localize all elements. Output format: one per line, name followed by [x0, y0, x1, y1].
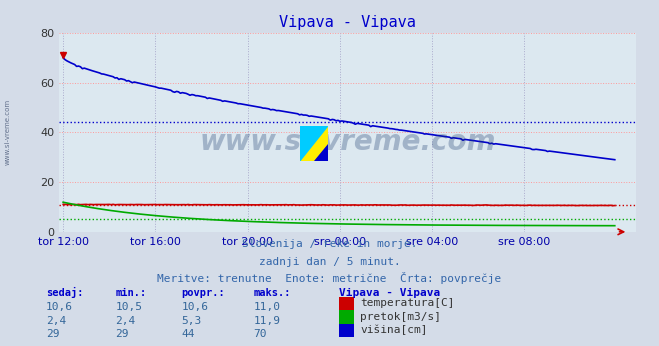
Text: povpr.:: povpr.:: [181, 288, 225, 298]
Text: Slovenija / reke in morje.: Slovenija / reke in morje.: [242, 239, 417, 249]
Text: 2,4: 2,4: [46, 316, 67, 326]
Text: www.si-vreme.com: www.si-vreme.com: [5, 98, 11, 165]
Text: 10,5: 10,5: [115, 302, 142, 312]
Text: 5,3: 5,3: [181, 316, 202, 326]
Text: 11,9: 11,9: [254, 316, 281, 326]
Text: min.:: min.:: [115, 288, 146, 298]
Text: temperatura[C]: temperatura[C]: [360, 298, 455, 308]
Text: 70: 70: [254, 329, 267, 339]
Text: maks.:: maks.:: [254, 288, 291, 298]
Polygon shape: [314, 144, 328, 161]
Text: zadnji dan / 5 minut.: zadnji dan / 5 minut.: [258, 257, 401, 267]
Text: 10,6: 10,6: [46, 302, 73, 312]
Text: 11,0: 11,0: [254, 302, 281, 312]
Text: 29: 29: [115, 329, 129, 339]
Polygon shape: [300, 126, 328, 161]
Text: 10,6: 10,6: [181, 302, 208, 312]
Text: 2,4: 2,4: [115, 316, 136, 326]
Text: Meritve: trenutne  Enote: metrične  Črta: povprečje: Meritve: trenutne Enote: metrične Črta: …: [158, 272, 501, 284]
Text: www.si-vreme.com: www.si-vreme.com: [200, 128, 496, 156]
Text: 29: 29: [46, 329, 59, 339]
Text: sedaj:: sedaj:: [46, 287, 84, 298]
Text: 44: 44: [181, 329, 194, 339]
Text: pretok[m3/s]: pretok[m3/s]: [360, 311, 442, 321]
Polygon shape: [300, 126, 328, 161]
Title: Vipava - Vipava: Vipava - Vipava: [279, 15, 416, 30]
Text: Vipava - Vipava: Vipava - Vipava: [339, 288, 441, 298]
Text: višina[cm]: višina[cm]: [360, 325, 428, 335]
